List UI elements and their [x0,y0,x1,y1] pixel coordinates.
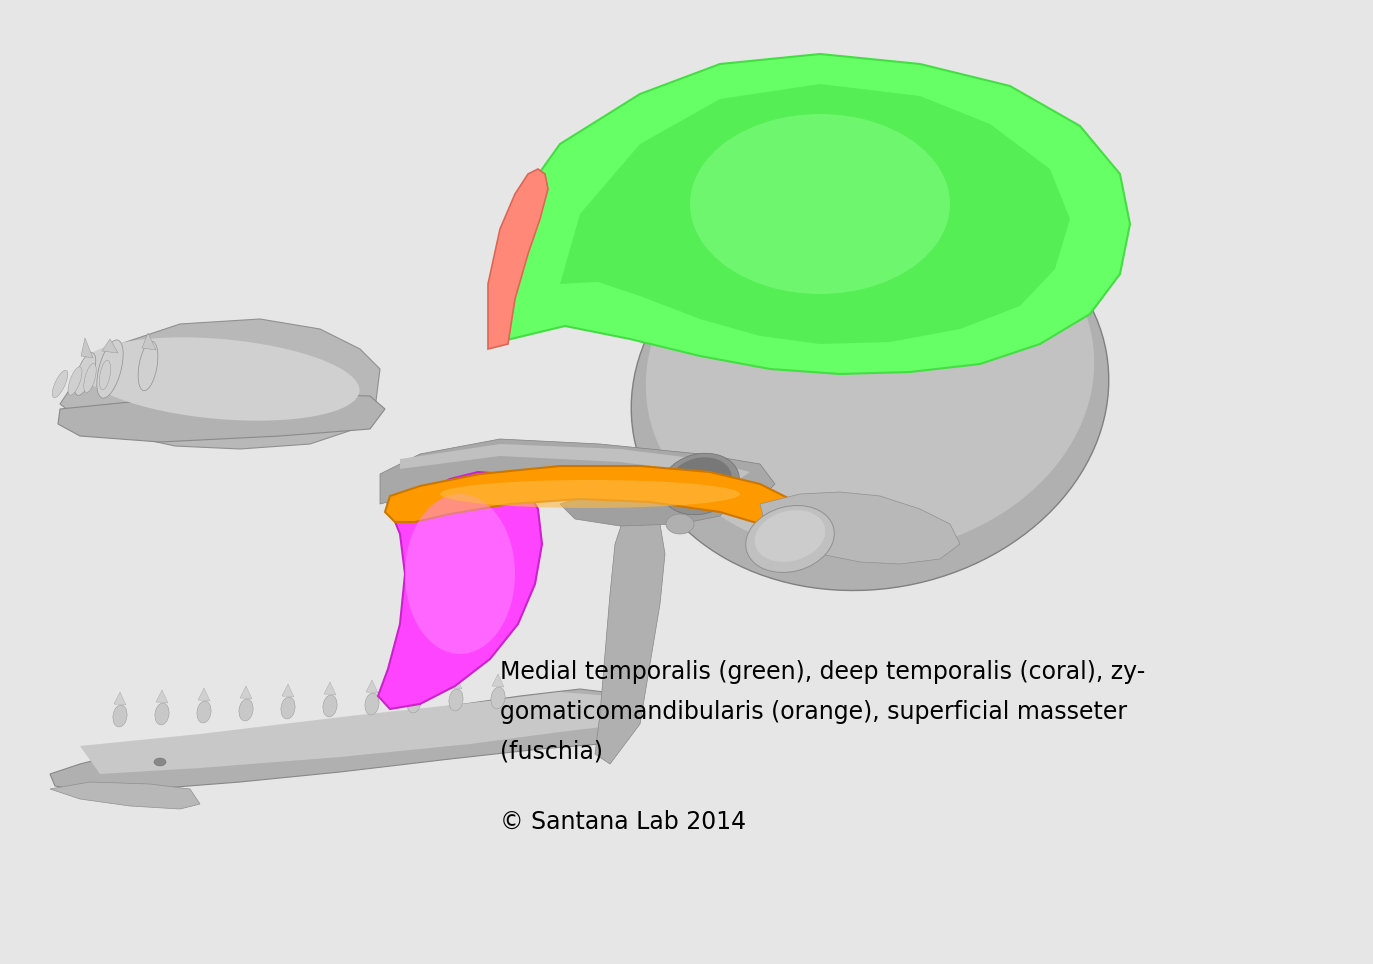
Text: (fuschia): (fuschia) [500,740,603,764]
Ellipse shape [69,366,82,395]
Ellipse shape [155,703,169,725]
Polygon shape [380,439,774,504]
Polygon shape [400,444,750,479]
Text: gomaticomandibularis (orange), superficial masseter: gomaticomandibularis (orange), superfici… [500,700,1127,724]
Ellipse shape [52,370,67,398]
Ellipse shape [84,363,96,392]
Ellipse shape [113,705,128,727]
Polygon shape [595,504,665,764]
Ellipse shape [660,453,740,515]
Polygon shape [408,678,420,691]
Polygon shape [102,339,118,353]
Polygon shape [492,674,504,687]
Polygon shape [141,333,157,350]
Ellipse shape [405,494,515,654]
Polygon shape [114,692,126,705]
Polygon shape [58,394,384,442]
Polygon shape [324,682,336,695]
Ellipse shape [691,114,950,294]
Ellipse shape [439,480,740,508]
Ellipse shape [755,510,825,562]
Ellipse shape [81,337,360,420]
Polygon shape [490,54,1130,374]
Ellipse shape [139,341,158,390]
Ellipse shape [99,361,111,389]
Ellipse shape [196,701,211,723]
Polygon shape [80,692,625,774]
Polygon shape [384,466,800,529]
Polygon shape [60,319,380,449]
Polygon shape [281,684,294,697]
Ellipse shape [97,340,124,398]
Polygon shape [49,782,200,809]
Polygon shape [761,492,960,564]
Polygon shape [487,169,548,349]
Polygon shape [240,686,253,699]
Polygon shape [198,688,210,701]
Ellipse shape [643,491,677,517]
Polygon shape [560,474,740,526]
Ellipse shape [492,687,505,709]
Ellipse shape [632,198,1109,591]
Ellipse shape [281,697,295,719]
Ellipse shape [666,514,693,534]
Ellipse shape [154,758,166,766]
Polygon shape [560,84,1070,344]
Ellipse shape [74,353,96,395]
Ellipse shape [365,693,379,715]
Polygon shape [49,689,640,792]
Polygon shape [157,690,168,703]
Text: © Santana Lab 2014: © Santana Lab 2014 [500,810,746,834]
Ellipse shape [406,691,422,713]
Polygon shape [367,680,378,693]
Polygon shape [450,676,461,689]
Ellipse shape [669,457,732,507]
Ellipse shape [746,505,835,573]
Text: Medial temporalis (green), deep temporalis (coral), zy-: Medial temporalis (green), deep temporal… [500,660,1145,684]
Polygon shape [378,472,542,709]
Ellipse shape [239,699,253,721]
Ellipse shape [449,689,463,710]
Ellipse shape [645,193,1094,555]
Polygon shape [81,338,93,358]
Ellipse shape [323,695,338,717]
